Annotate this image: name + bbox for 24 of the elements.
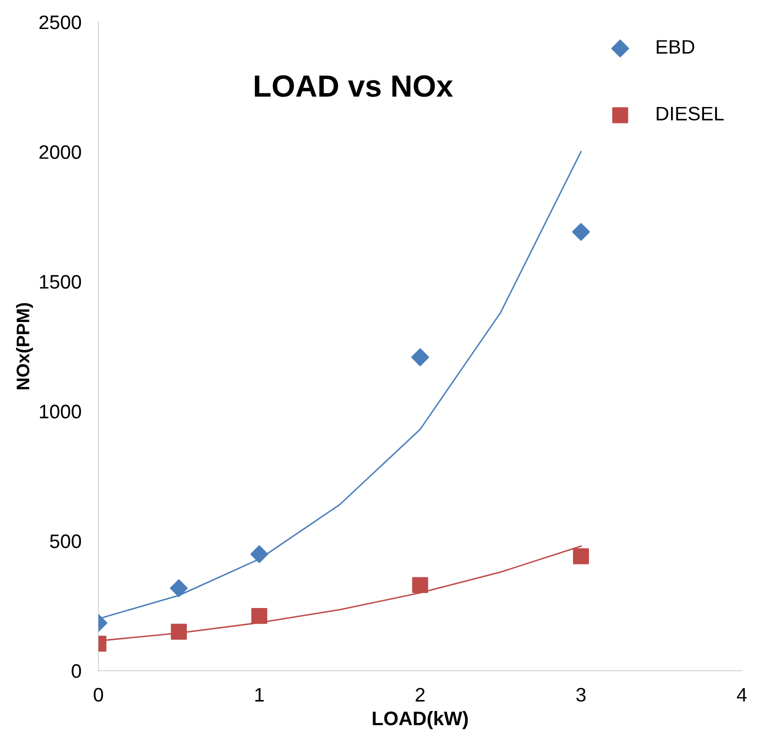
- point: [250, 545, 268, 564]
- point: [573, 548, 589, 564]
- point: [251, 608, 268, 624]
- point: [170, 624, 187, 640]
- y-tick-label: 500: [50, 534, 81, 548]
- point: [412, 577, 428, 594]
- legend-label: DIESEL: [656, 106, 724, 121]
- x-tick-label: 4: [736, 688, 747, 702]
- x-tick-label: 1: [255, 688, 264, 702]
- y-tick-label: 1000: [40, 404, 81, 418]
- point: [170, 579, 188, 598]
- text: LOAD vs NOx: [254, 75, 453, 97]
- x-tick-label: 0: [94, 688, 104, 702]
- point: [572, 223, 590, 241]
- legend-label: EBD: [656, 40, 694, 54]
- y-tick-label: 1500: [40, 274, 81, 289]
- x-axis-title: LOAD(kW): [372, 711, 468, 730]
- x-tick-label: 3: [576, 688, 586, 702]
- y-tick-label: 2500: [39, 15, 81, 30]
- point: [411, 348, 430, 366]
- y-tick-label: 0: [72, 664, 81, 678]
- y-tick-label: 2000: [39, 145, 81, 159]
- x-tick-label: 2: [416, 688, 425, 702]
- y-axis-title: NOx(PPM): [16, 303, 33, 390]
